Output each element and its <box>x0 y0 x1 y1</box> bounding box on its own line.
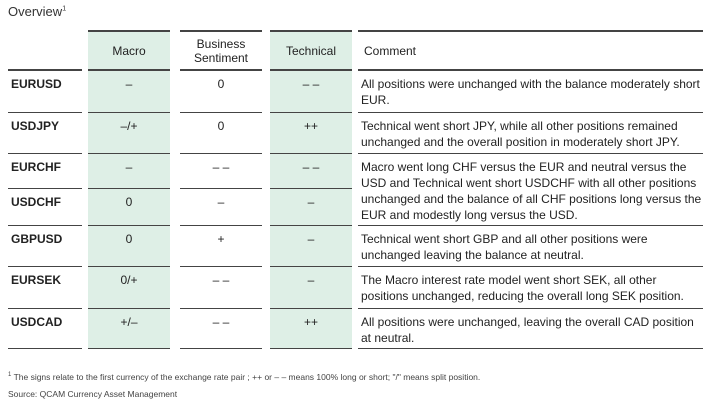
title-footnote-marker: 1 <box>62 5 67 13</box>
row-rule <box>270 348 352 349</box>
row-rule <box>358 112 703 113</box>
comment-cell: The Macro interest rate model went short… <box>361 273 684 303</box>
macro-cell: – <box>125 77 133 91</box>
comment-cell: Technical went short GBP and all other p… <box>361 232 648 262</box>
row-rule <box>180 153 262 154</box>
technical-cell: ++ <box>303 119 318 133</box>
comment-cell: Technical went short JPY, while all othe… <box>361 119 680 149</box>
row-rule <box>8 112 82 113</box>
technical-cell: – <box>307 195 315 209</box>
row-rule <box>180 225 262 226</box>
row-rule <box>358 225 703 226</box>
row-rule <box>88 348 170 349</box>
header-bottom-rule <box>358 69 703 71</box>
header-bottom-rule <box>8 69 82 71</box>
row-rule <box>180 112 262 113</box>
title-text: Overview <box>8 4 63 19</box>
row-rule <box>270 153 352 154</box>
row-rule <box>358 308 703 309</box>
row-rule <box>8 266 82 267</box>
header-top-rule <box>270 30 352 32</box>
row-rule <box>180 308 262 309</box>
row-rule <box>8 188 82 189</box>
macro-cell: 0 <box>125 232 133 246</box>
row-rule <box>8 348 82 349</box>
macro-cell: +/– <box>120 315 138 329</box>
business-sentiment-header: Business Sentiment <box>193 36 249 65</box>
pair-label: USDCHF <box>11 195 61 209</box>
comment-cell: All positions were unchanged, leaving th… <box>361 315 694 345</box>
pair-label: USDJPY <box>11 119 60 133</box>
macro-column-shade <box>88 31 170 348</box>
footnote-marker: 1 <box>8 372 12 379</box>
comment-cell: Macro went long CHF versus the EUR and n… <box>361 160 702 222</box>
row-rule <box>88 266 170 267</box>
comment-cell: All positions were unchanged with the ba… <box>361 77 700 107</box>
row-rule <box>358 153 703 154</box>
technical-cell: ++ <box>303 315 318 329</box>
row-rule <box>88 225 170 226</box>
business-cell: – – <box>212 160 230 174</box>
row-rule <box>180 188 262 189</box>
pair-label: GBPUSD <box>11 232 63 246</box>
pair-label: EURCHF <box>11 160 61 174</box>
technical-cell: – <box>307 232 315 246</box>
header-top-rule <box>358 30 703 32</box>
technical-cell: – <box>307 273 315 287</box>
footnote: 1 The signs relate to the first currency… <box>8 372 480 382</box>
source-note: Source: QCAM Currency Asset Management <box>8 389 178 399</box>
row-rule <box>180 266 262 267</box>
row-rule <box>270 225 352 226</box>
technical-column-shade <box>270 31 352 348</box>
header-top-rule <box>88 30 170 32</box>
comment-header: Comment <box>364 43 417 58</box>
header-bottom-rule <box>180 69 262 71</box>
row-rule <box>270 266 352 267</box>
row-rule <box>88 308 170 309</box>
row-rule <box>358 266 703 267</box>
row-rule <box>8 153 82 154</box>
pair-label: EURSEK <box>11 273 62 287</box>
business-cell: 0 <box>217 119 225 133</box>
header-bottom-rule <box>270 69 352 71</box>
technical-cell: – – <box>302 160 320 174</box>
row-rule <box>88 153 170 154</box>
row-rule <box>8 225 82 226</box>
macro-cell: –/+ <box>120 119 138 133</box>
macro-cell: 0/+ <box>120 273 138 287</box>
pair-label: USDCAD <box>11 315 63 329</box>
macro-header: Macro <box>112 43 146 58</box>
business-cell: – <box>217 195 225 209</box>
row-rule <box>358 348 703 349</box>
pair-header <box>8 31 82 70</box>
row-rule <box>88 188 170 189</box>
row-rule <box>180 348 262 349</box>
row-rule <box>270 112 352 113</box>
business-cell: – – <box>212 315 230 329</box>
header-bottom-rule <box>88 69 170 71</box>
technical-cell: – – <box>302 77 320 91</box>
macro-cell: – <box>125 160 133 174</box>
technical-header: Technical <box>285 43 337 58</box>
page-title: Overview1 <box>8 4 66 19</box>
pair-label: EURUSD <box>11 77 62 91</box>
row-rule <box>8 308 82 309</box>
row-rule <box>88 112 170 113</box>
footnote-text: The signs relate to the first currency o… <box>13 372 481 382</box>
header-top-rule <box>180 30 262 32</box>
macro-cell: 0 <box>125 195 133 209</box>
business-cell: + <box>217 232 225 246</box>
business-cell: – – <box>212 273 230 287</box>
row-rule <box>270 188 352 189</box>
business-cell: 0 <box>217 77 225 91</box>
row-rule <box>270 308 352 309</box>
